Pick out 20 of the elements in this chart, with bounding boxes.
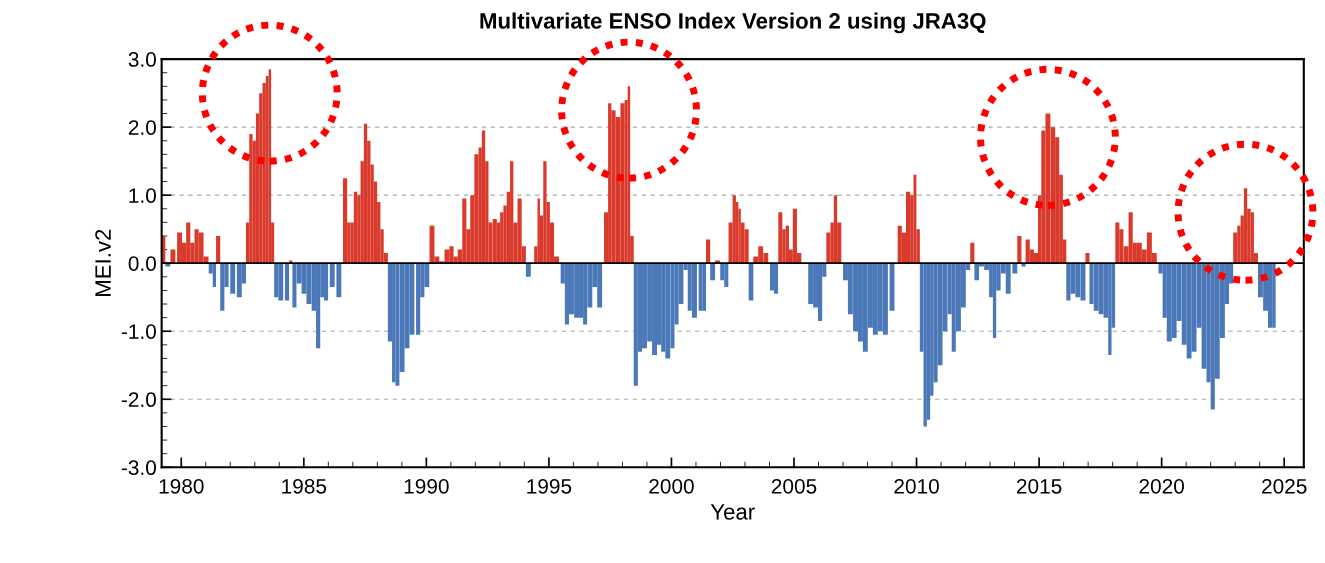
y-tick-label: -3.0 [121, 460, 156, 476]
x-tick-label: 1980 [159, 478, 204, 494]
x-tick-label: 1995 [527, 478, 572, 494]
y-tick-label: 2.0 [128, 120, 156, 135]
y-axis-title: MEI.v2 [95, 229, 111, 296]
y-tick-label: -2.0 [121, 392, 156, 408]
x-tick-label: 2005 [771, 478, 817, 494]
x-tick-label: 1985 [282, 478, 327, 494]
x-tick-label: 2015 [1016, 478, 1062, 494]
chart-title: Multivariate ENSO Index Version 2 using JRA3Q [480, 12, 986, 34]
y-tick-label: 3.0 [128, 52, 156, 67]
x-tick-label: 2020 [1139, 478, 1184, 494]
x-tick-label: 2000 [649, 478, 694, 494]
y-tick-label: -1.0 [121, 324, 156, 339]
y-tick-label: 1.0 [129, 188, 156, 203]
x-tick-label: 1990 [404, 478, 449, 494]
y-tick-label: 0.0 [128, 256, 156, 271]
x-tick-label: 2010 [894, 478, 939, 494]
x-axis-title: Year [710, 504, 755, 520]
x-tick-label: 2025 [1262, 478, 1307, 494]
